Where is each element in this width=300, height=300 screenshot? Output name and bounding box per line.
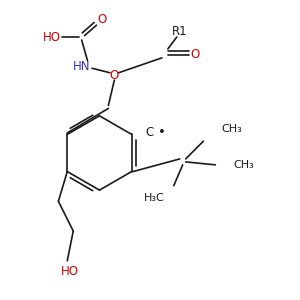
Text: HO: HO: [43, 31, 61, 44]
Text: R1: R1: [172, 25, 188, 38]
Text: C: C: [145, 126, 153, 140]
Text: CH₃: CH₃: [221, 124, 242, 134]
Text: O: O: [110, 69, 119, 82]
Text: HO: HO: [61, 265, 79, 278]
Text: CH₃: CH₃: [233, 160, 254, 170]
Text: HN: HN: [73, 60, 90, 73]
Text: •: •: [158, 126, 166, 140]
Text: O: O: [98, 13, 107, 26]
Text: O: O: [190, 48, 199, 62]
Text: H₃C: H₃C: [144, 193, 165, 202]
